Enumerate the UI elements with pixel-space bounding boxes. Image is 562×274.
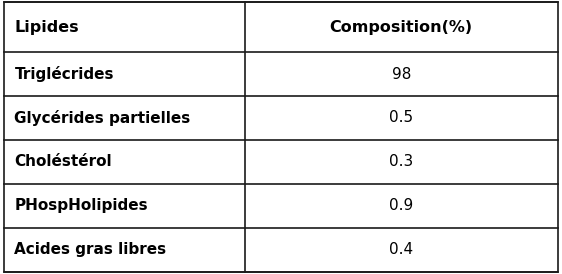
Text: 0.3: 0.3 (389, 155, 414, 169)
Text: Acides gras libres: Acides gras libres (15, 242, 166, 257)
Text: PHospHolipides: PHospHolipides (15, 198, 148, 213)
Text: 0.9: 0.9 (389, 198, 414, 213)
Text: 98: 98 (392, 67, 411, 82)
Text: Triglécrides: Triglécrides (15, 66, 114, 82)
Text: 0.4: 0.4 (389, 242, 413, 257)
Text: Lipides: Lipides (15, 20, 79, 35)
Text: Choléstérol: Choléstérol (15, 155, 112, 169)
Text: Glycérides partielles: Glycérides partielles (15, 110, 191, 126)
Text: Composition(%): Composition(%) (330, 20, 473, 35)
Text: 0.5: 0.5 (389, 110, 413, 125)
